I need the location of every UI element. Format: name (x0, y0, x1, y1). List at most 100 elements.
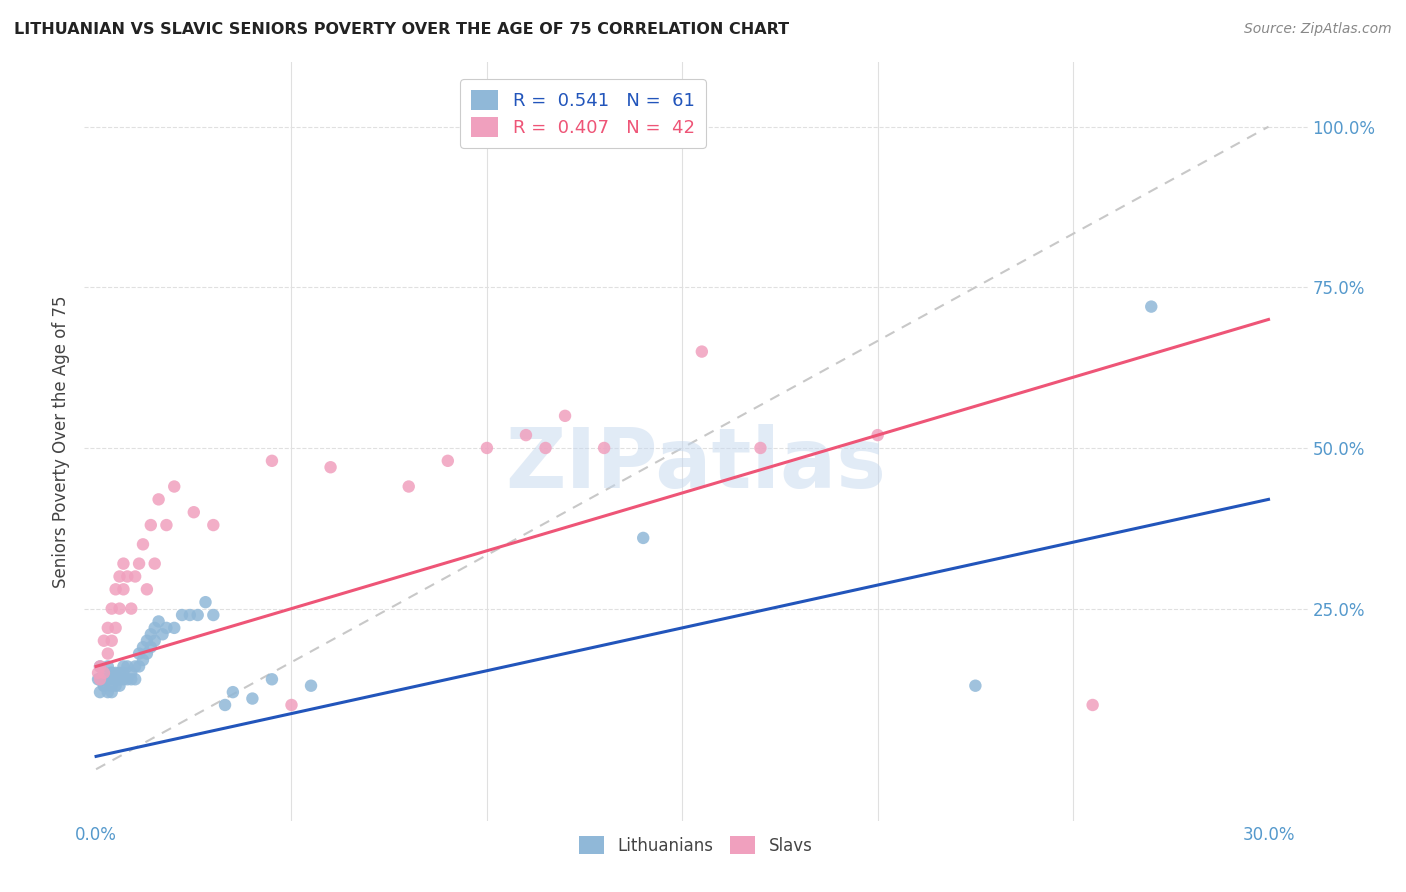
Legend: Lithuanians, Slavs: Lithuanians, Slavs (572, 830, 820, 862)
Point (132, 640, 155, 655)
Point (93, 673, 115, 687)
Point (100, 685, 122, 699)
Point (183, 505, 205, 519)
Point (1081, 698, 1104, 712)
Point (108, 679, 131, 693)
Point (89, 659, 111, 673)
Point (319, 460, 342, 475)
Point (143, 557, 166, 571)
Point (135, 633, 157, 648)
Point (965, 679, 987, 693)
Point (97, 621, 120, 635)
Point (179, 607, 201, 622)
Point (299, 679, 322, 693)
Point (280, 698, 302, 712)
Point (155, 518, 177, 533)
Point (534, 441, 557, 455)
Point (163, 621, 186, 635)
Point (100, 665, 122, 680)
Point (120, 601, 142, 615)
Point (128, 647, 150, 661)
Point (120, 673, 142, 687)
Point (100, 601, 122, 615)
Point (148, 492, 170, 507)
Point (124, 673, 146, 687)
Point (89, 673, 111, 687)
Text: LITHUANIAN VS SLAVIC SENIORS POVERTY OVER THE AGE OF 75 CORRELATION CHART: LITHUANIAN VS SLAVIC SENIORS POVERTY OVE… (14, 22, 789, 37)
Point (100, 633, 122, 648)
Point (112, 582, 135, 597)
Point (515, 428, 537, 442)
Point (132, 653, 155, 667)
Point (117, 569, 139, 583)
Text: ZIPatlas: ZIPatlas (506, 424, 886, 505)
Point (631, 531, 654, 545)
Point (143, 621, 166, 635)
Point (242, 691, 264, 706)
Point (89, 685, 111, 699)
Point (554, 409, 576, 423)
Point (593, 441, 616, 455)
Point (436, 454, 458, 468)
Point (93, 673, 115, 687)
Point (87, 673, 110, 687)
Point (108, 673, 131, 687)
Point (152, 627, 174, 641)
Point (100, 665, 122, 680)
Text: Source: ZipAtlas.com: Source: ZipAtlas.com (1244, 22, 1392, 37)
Point (89, 673, 111, 687)
Point (124, 659, 146, 673)
Point (120, 665, 142, 680)
Point (104, 673, 127, 687)
Point (97, 673, 120, 687)
Point (749, 441, 772, 455)
Point (93, 665, 115, 680)
Point (163, 479, 186, 493)
Point (93, 665, 115, 680)
Point (398, 479, 420, 493)
Point (866, 428, 889, 442)
Point (104, 621, 127, 635)
Point (93, 679, 115, 693)
Point (93, 679, 115, 693)
Point (89, 673, 111, 687)
Point (108, 665, 131, 680)
Point (222, 685, 245, 699)
Point (87, 665, 110, 680)
Point (104, 673, 127, 687)
Point (1140, 300, 1163, 314)
Point (108, 569, 131, 583)
Point (117, 659, 139, 673)
Point (104, 582, 127, 597)
Point (187, 607, 209, 622)
Point (139, 518, 162, 533)
Point (112, 659, 135, 673)
Point (260, 454, 283, 468)
Point (128, 557, 150, 571)
Point (112, 557, 135, 571)
Point (475, 441, 498, 455)
Point (202, 607, 225, 622)
Point (97, 647, 120, 661)
Point (128, 659, 150, 673)
Point (93, 633, 115, 648)
Point (135, 582, 157, 597)
Point (214, 698, 236, 712)
Point (117, 673, 139, 687)
Point (124, 569, 146, 583)
Point (202, 518, 225, 533)
Point (132, 537, 155, 551)
Point (89, 659, 111, 673)
Point (139, 627, 162, 641)
Point (690, 344, 713, 359)
Point (139, 640, 162, 655)
Point (108, 601, 131, 615)
Point (97, 673, 120, 687)
Point (97, 685, 120, 699)
Point (170, 607, 193, 622)
Point (143, 633, 166, 648)
Point (194, 595, 217, 609)
Point (260, 673, 283, 687)
Point (97, 659, 120, 673)
Point (148, 615, 170, 629)
